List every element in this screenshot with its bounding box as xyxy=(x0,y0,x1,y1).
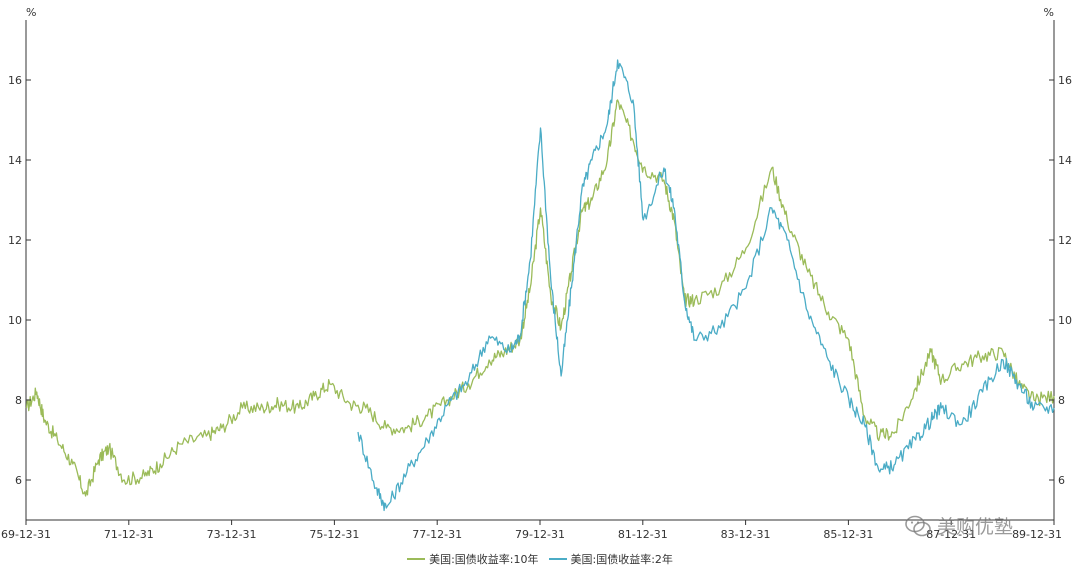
x-tick-label: 73-12-31 xyxy=(207,528,257,541)
y-tick-label-left: 10 xyxy=(8,314,22,327)
x-tick-label: 71-12-31 xyxy=(104,528,154,541)
axes xyxy=(25,20,1055,521)
series-line-2y xyxy=(357,59,1055,512)
y-unit-left: % xyxy=(26,6,36,19)
series-layer xyxy=(25,59,1055,512)
y-tick-label-left: 14 xyxy=(8,154,22,167)
y-unit-right: % xyxy=(1044,6,1054,19)
y-tick-label-left: 6 xyxy=(15,474,22,487)
series-line-10y xyxy=(25,99,1055,497)
x-tick-label: 77-12-31 xyxy=(412,528,462,541)
x-tick-label: 79-12-31 xyxy=(515,528,565,541)
x-tick-label: 75-12-31 xyxy=(309,528,359,541)
legend-swatch-2y xyxy=(548,558,567,560)
legend-item-10y: 美国:国债收益率:10年 xyxy=(407,551,539,567)
y-tick-label-right: 6 xyxy=(1058,474,1065,487)
y-tick-label-right: 16 xyxy=(1058,74,1072,87)
x-tick-label: 69-12-31 xyxy=(1,528,51,541)
ticks-layer: % % 6 6 8 8 10 10 12 12 14 14 16 16 69-12-31 71-12-31 73… xyxy=(1,6,1072,541)
legend-item-2y: 美国:国债收益率:2年 xyxy=(548,551,673,567)
wechat-icon xyxy=(905,515,931,536)
legend-label-10y: 美国:国债收益率:10年 xyxy=(429,553,539,566)
y-tick-label-left: 16 xyxy=(8,74,22,87)
watermark-text: 美购优塾 xyxy=(937,516,1014,538)
x-tick-label: 81-12-31 xyxy=(618,528,668,541)
watermark: 美购优塾 xyxy=(905,512,1013,539)
y-tick-label-right: 10 xyxy=(1058,314,1072,327)
legend: 美国:国债收益率:10年 美国:国债收益率:2年 xyxy=(0,550,1080,568)
legend-swatch-10y xyxy=(407,558,426,560)
x-tick-label: 85-12-31 xyxy=(823,528,873,541)
x-tick-label: 83-12-31 xyxy=(721,528,771,541)
y-tick-label-left: 12 xyxy=(8,234,22,247)
y-tick-label-right: 12 xyxy=(1058,234,1072,247)
legend-label-2y: 美国:国债收益率:2年 xyxy=(570,553,673,566)
y-tick-label-right: 14 xyxy=(1058,154,1072,167)
y-tick-label-right: 8 xyxy=(1058,394,1065,407)
x-tick-label: 87-12-31 xyxy=(926,528,976,541)
y-tick-label-left: 8 xyxy=(15,394,22,407)
x-tick-label: 89-12-31 xyxy=(1012,528,1062,541)
